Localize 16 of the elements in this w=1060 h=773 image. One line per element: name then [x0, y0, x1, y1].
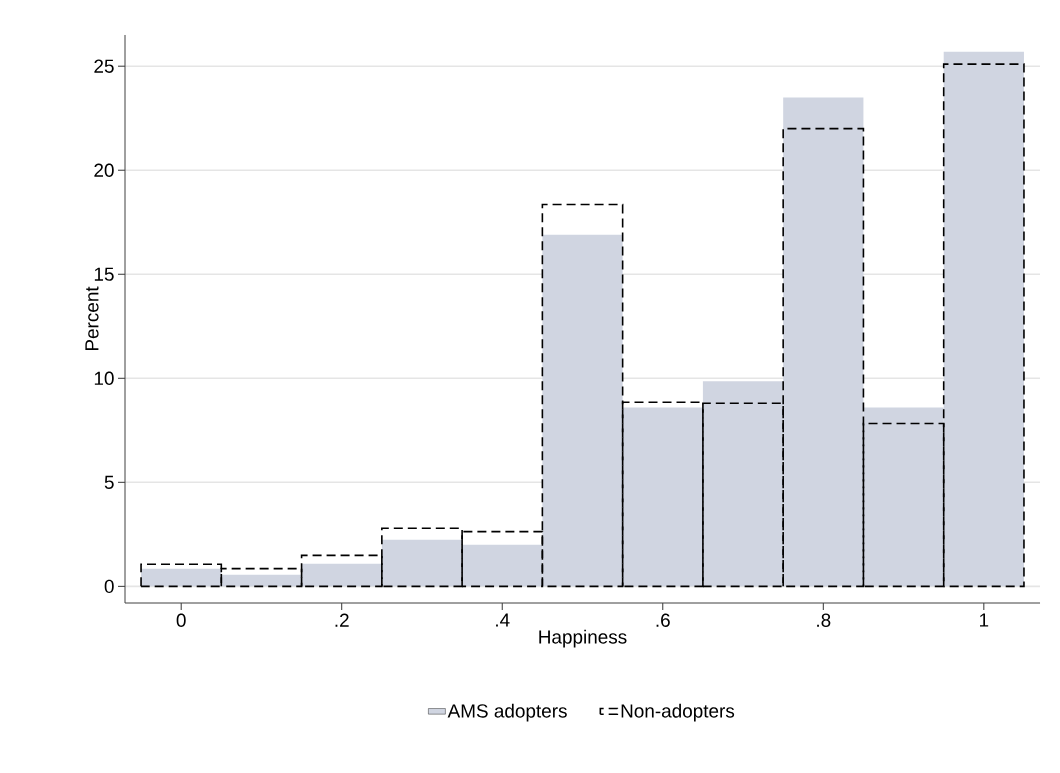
y-tick-label: 15: [94, 267, 114, 281]
y-tick-label: 20: [94, 163, 114, 177]
x-tick-label: .2: [335, 613, 349, 627]
y-tick-label: 5: [104, 475, 114, 489]
y-axis-title: Percent: [85, 286, 99, 351]
x-tick-label: .6: [656, 613, 670, 627]
legend-label: Non-adopters: [621, 703, 735, 722]
x-tick-label: .4: [496, 613, 510, 627]
x-tick-label: .8: [817, 613, 831, 627]
y-tick-label: 25: [94, 59, 114, 73]
x-tick-label: 1: [980, 613, 989, 627]
x-tick-label: 0: [176, 613, 186, 627]
y-tick-label: 0: [104, 579, 114, 594]
legend-label: AMS adopters: [447, 703, 567, 722]
y-tick-label: 10: [94, 371, 114, 385]
x-axis-title: Happiness: [539, 629, 627, 648]
